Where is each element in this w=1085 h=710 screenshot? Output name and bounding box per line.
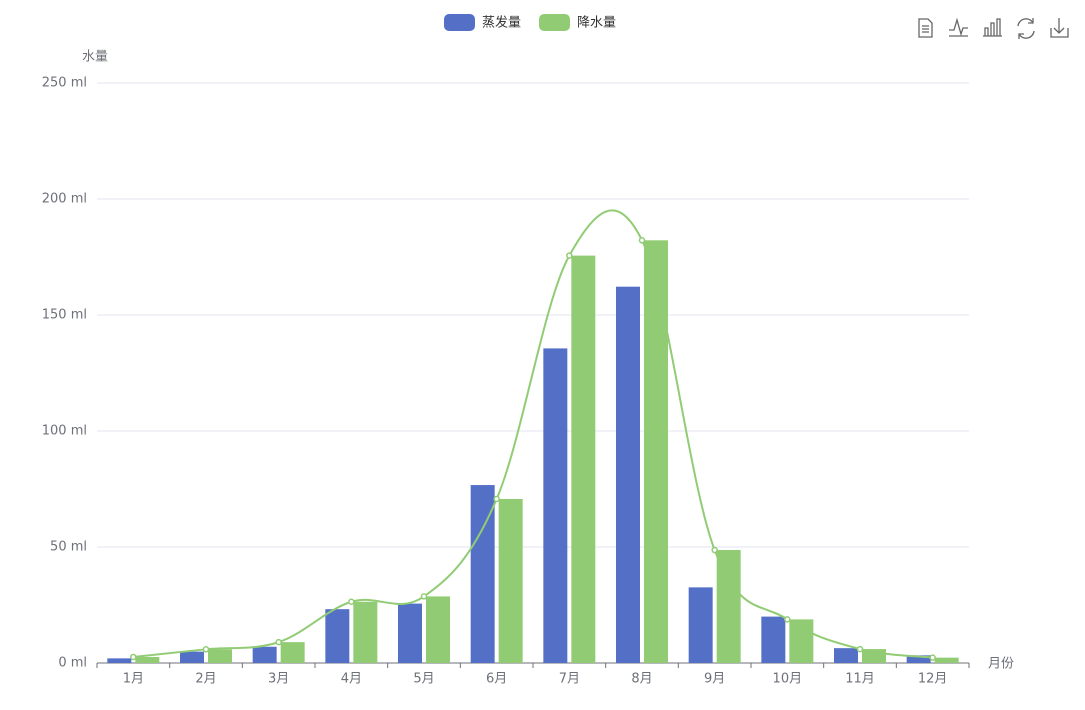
x-tick-label: 1月 [123,672,144,687]
bar [180,651,204,663]
line-point [420,593,428,600]
x-tick-label: 7月 [559,672,580,687]
bar [107,658,132,663]
line-point [638,237,646,244]
y-tick-label: 0 ml [58,656,87,671]
legend-label: 降水量 [577,16,616,31]
save-button[interactable] [1050,18,1069,38]
data-view-button[interactable] [918,18,933,38]
x-tick-label: 8月 [631,672,652,687]
y-tick-label: 100 ml [42,424,87,439]
bar [498,498,523,663]
bar-button[interactable] [983,18,1002,37]
bar [688,587,713,663]
x-tick-label: 2月 [195,672,216,687]
y-tick-label: 200 ml [42,192,87,207]
bar [644,240,668,663]
y-axis-name: 水量 [82,50,108,65]
bar [398,603,422,663]
line-point [493,495,500,503]
line-point [202,646,210,653]
x-tick-label: 5月 [413,672,434,687]
smooth-line [133,209,933,659]
bar [252,646,277,663]
bar [934,657,959,663]
line-point [348,598,355,606]
line-point [856,645,864,653]
y-tick-label: 50 ml [50,540,87,555]
x-tick-label: 9月 [704,672,725,687]
bar [208,649,232,663]
restore-button[interactable] [1017,18,1035,39]
bar [716,550,741,663]
bar [761,616,786,663]
x-axis-name: 月份 [988,657,1014,672]
bar [426,596,450,663]
y-tick-label: 250 ml [42,76,87,91]
line-point [130,653,137,661]
x-tick-label: 6月 [486,672,507,687]
line-point [711,546,718,554]
line-point [929,654,936,661]
toolbox [918,17,1069,39]
x-tick-label: 4月 [341,672,362,687]
bar [543,348,568,663]
line-point [566,252,573,259]
bar [906,655,931,663]
line-point [784,616,791,623]
legend-item[interactable]: 降水量 [539,14,616,31]
legend-label: 蒸发量 [482,15,521,31]
line-button[interactable] [949,17,968,37]
x-tick-label: 11月 [845,672,875,687]
bar [789,619,814,663]
line-point [275,638,282,646]
bar [834,648,858,663]
x-tick-label: 12月 [918,672,948,687]
x-tick-label: 10月 [773,672,803,687]
bar [353,601,378,663]
x-tick-label: 3月 [268,672,289,687]
bar [135,656,160,663]
bar [616,286,640,663]
legend-swatch [539,14,571,31]
bar [280,642,305,663]
bar [571,255,596,663]
y-tick-label: 150 ml [42,308,87,323]
legend-swatch [444,14,475,31]
legend-item[interactable]: 蒸发量 [444,14,521,31]
bar [325,609,350,663]
